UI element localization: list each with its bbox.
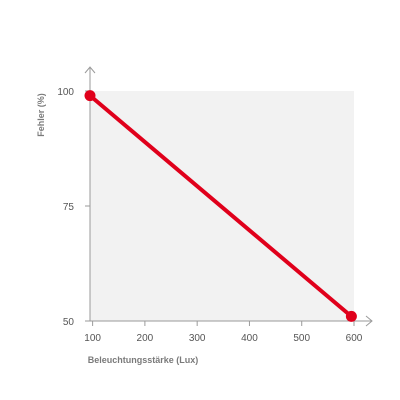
x-tick-label: 500 [293,333,310,344]
y-tick-label: 75 [63,202,75,213]
x-tick-label: 200 [137,333,154,344]
series-group [84,90,357,322]
data-point [84,90,96,102]
x-tick-group: 100 200 300 400 500 600 [84,321,363,344]
x-axis [90,315,373,327]
x-axis-label: Beleuchtungsstärke (Lux) [88,355,199,365]
x-axis-arrow-icon [365,315,373,327]
data-point [345,310,357,322]
y-tick-group: 50 75 100 [57,87,90,328]
x-tick-label: 100 [84,333,101,344]
y-axis-arrow-icon [84,66,96,74]
y-axis-label: Fehler (%) [36,93,46,137]
y-tick-label: 50 [63,317,75,328]
x-tick-label: 400 [241,333,258,344]
y-tick-label: 100 [57,87,74,98]
x-tick-label: 300 [189,333,206,344]
y-axis [84,66,96,321]
series-line [88,93,354,319]
x-tick-label: 600 [346,333,363,344]
